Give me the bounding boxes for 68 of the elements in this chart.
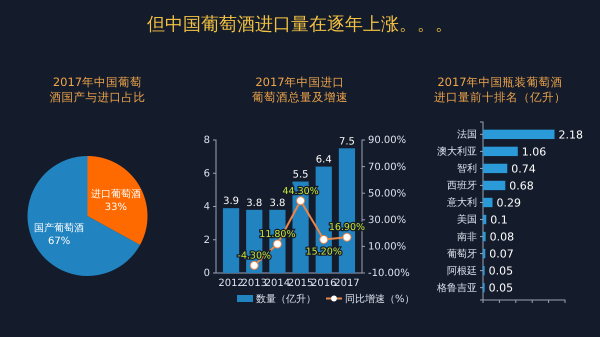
bar	[483, 164, 508, 174]
bar	[483, 198, 493, 208]
slice-label: 进口葡萄酒	[90, 188, 141, 200]
data-label: 0.08	[490, 230, 514, 244]
y-tick-label: 阿根廷	[447, 264, 477, 277]
bar	[483, 180, 506, 190]
data-label: 33%	[104, 202, 128, 214]
data-label: 1.06	[522, 145, 546, 158]
chart-title: 2017年中国葡萄酒国产与进口占比	[50, 75, 146, 104]
slice-label: 国产葡萄酒	[34, 222, 84, 234]
y-tick-label: 8	[204, 135, 210, 146]
data-label: 5.5	[292, 170, 309, 181]
x-tick-label: 2017	[334, 278, 360, 290]
y-tick-label: 法国	[457, 128, 477, 141]
data-label: 3.9	[223, 196, 240, 208]
x-tick-label: 2013	[242, 278, 267, 290]
y-tick-label: 格鲁吉亚	[436, 282, 477, 294]
legend-label: 同比增速（%）	[345, 293, 415, 305]
y-tick-label: 美国	[457, 214, 477, 226]
legend-label: 数量（亿升）	[256, 293, 316, 305]
chart-title: 2017年中国进口葡萄酒总量及增速	[252, 75, 348, 104]
point	[319, 234, 328, 244]
data-label: 2.18	[558, 128, 584, 142]
y2-tick-label: 30.00%	[368, 215, 406, 226]
y-tick-label: 澳大利亚	[437, 146, 477, 158]
data-label: 3.8	[269, 198, 286, 209]
data-label: 0.05	[488, 282, 514, 295]
text: 但中国葡萄酒进口量在逐年上涨。。。	[147, 14, 453, 35]
data-label: 7.5	[338, 136, 355, 148]
y2-tick-label: -10.00%	[368, 268, 410, 280]
pie-slice	[88, 156, 148, 245]
y-tick-label: 南非	[457, 230, 477, 243]
data-label: 3.8	[246, 198, 262, 209]
data-label: 0.74	[511, 162, 536, 176]
y-tick-label: 0	[204, 268, 210, 280]
data-label: 0.1	[490, 214, 508, 227]
data-label: 0.05	[488, 264, 514, 278]
data-label: 0.07	[489, 248, 514, 261]
bar	[483, 146, 518, 156]
data-label: 67%	[48, 236, 70, 247]
bar	[222, 208, 240, 273]
y-tick-label: 6	[204, 168, 210, 180]
bar	[483, 130, 555, 140]
y-tick-label: 4	[204, 202, 210, 213]
y2-tick-label: 50.00%	[368, 188, 406, 200]
x-tick-label: 2016	[311, 278, 336, 290]
pie-slice	[28, 156, 140, 276]
y2-tick-label: 10.00%	[368, 242, 406, 253]
x-tick-label: 2012	[218, 278, 244, 290]
point	[250, 260, 259, 270]
y2-tick-label: 70.00%	[368, 162, 406, 173]
point	[296, 196, 306, 206]
data-label: 0.29	[496, 196, 522, 210]
y2-tick-label: 90.00%	[368, 135, 406, 146]
bar	[483, 214, 486, 224]
point	[342, 232, 352, 242]
x-tick-label: 2015	[288, 278, 314, 290]
y-tick-label: 智利	[457, 162, 477, 175]
bar	[483, 232, 486, 242]
data-label: 6.4	[316, 154, 332, 166]
y-tick-label: 意大利	[446, 196, 477, 209]
y-tick-label: 西班牙	[447, 180, 477, 192]
data-label: 0.68	[509, 179, 534, 192]
chart-title: 2017年中国瓶装葡萄酒进口量前十排名（亿升）	[434, 75, 566, 104]
y-tick-label: 葡萄牙	[447, 248, 477, 260]
y-tick-label: 2	[204, 234, 210, 246]
point	[272, 240, 282, 249]
x-tick-label: 2014	[264, 278, 290, 290]
